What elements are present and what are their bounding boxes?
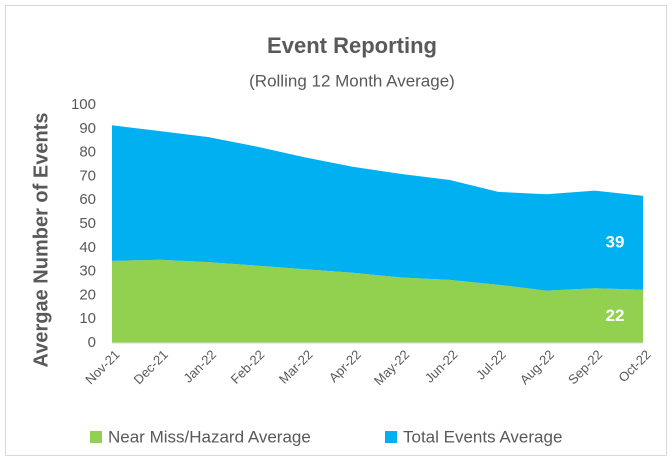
legend-swatch xyxy=(90,431,102,443)
area xyxy=(112,125,643,291)
legend-label: Near Miss/Hazard Average xyxy=(108,427,311,446)
legend-swatch xyxy=(385,431,397,443)
y-tick-label: 20 xyxy=(79,286,96,303)
y-tick-label: 30 xyxy=(79,263,96,280)
y-tick-label: 50 xyxy=(79,215,96,232)
y-tick-label: 70 xyxy=(79,167,96,184)
y-axis-title: Avergae Number of Events xyxy=(30,113,52,368)
y-tick-label: 60 xyxy=(79,191,96,208)
chart-title: Event Reporting xyxy=(267,33,437,58)
data-label: 22 xyxy=(606,306,625,325)
y-tick-label: 10 xyxy=(79,310,96,327)
y-tick-label: 40 xyxy=(79,239,96,256)
y-tick-label: 80 xyxy=(79,144,96,161)
y-tick-label: 0 xyxy=(88,334,96,351)
data-label: 39 xyxy=(606,232,625,251)
legend-label: Total Events Average xyxy=(403,427,562,446)
y-tick-label: 100 xyxy=(71,96,96,113)
y-tick-label: 90 xyxy=(79,120,96,137)
chart-subtitle: (Rolling 12 Month Average) xyxy=(249,71,455,90)
area xyxy=(112,259,643,343)
